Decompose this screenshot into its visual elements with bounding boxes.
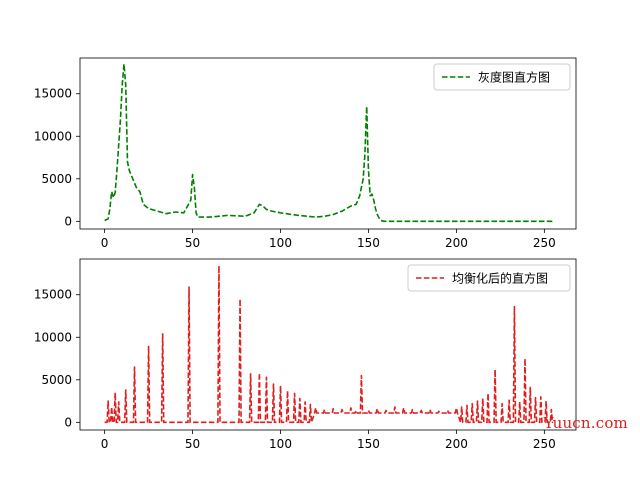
y-tick-label: 5000 <box>41 172 72 186</box>
legend-box <box>433 63 571 91</box>
series-line <box>104 265 554 424</box>
legend-label: 均衡化后的直方图 <box>452 271 548 286</box>
legend-box <box>407 264 571 292</box>
x-tick-label: 0 <box>101 236 109 250</box>
x-tick-label: 100 <box>269 437 292 451</box>
y-tick-label: 10000 <box>34 129 72 143</box>
y-tick-label: 0 <box>64 415 72 429</box>
bottom-axes: 0 50 100 150 200 250 0 5000 10000 15000 均衡化后的直方图 <box>34 258 577 451</box>
x-tick-label: 200 <box>445 236 468 250</box>
y-tick-label: 15000 <box>34 288 72 302</box>
x-tick-label: 100 <box>269 236 292 250</box>
x-tick-label: 200 <box>445 437 468 451</box>
y-tick-label: 10000 <box>34 330 72 344</box>
axes-frame <box>79 57 577 230</box>
x-tick-label: 50 <box>185 437 200 451</box>
x-tick-label: 0 <box>101 437 109 451</box>
y-tick-label: 5000 <box>41 373 72 387</box>
x-tick-label: 250 <box>533 437 556 451</box>
top-axes: 0 50 100 150 200 250 0 5000 10000 15000 灰度图直方图 <box>34 57 577 250</box>
x-tick-label: 150 <box>357 236 380 250</box>
axes-frame <box>79 258 577 431</box>
x-tick-label: 50 <box>185 236 200 250</box>
y-tick-label: 0 <box>64 214 72 228</box>
legend-label: 灰度图直方图 <box>478 70 550 85</box>
y-tick-label: 15000 <box>34 87 72 101</box>
watermark: Yuucn.com <box>543 414 628 432</box>
x-tick-label: 150 <box>357 437 380 451</box>
series-line <box>104 63 554 223</box>
x-tick-label: 250 <box>533 236 556 250</box>
